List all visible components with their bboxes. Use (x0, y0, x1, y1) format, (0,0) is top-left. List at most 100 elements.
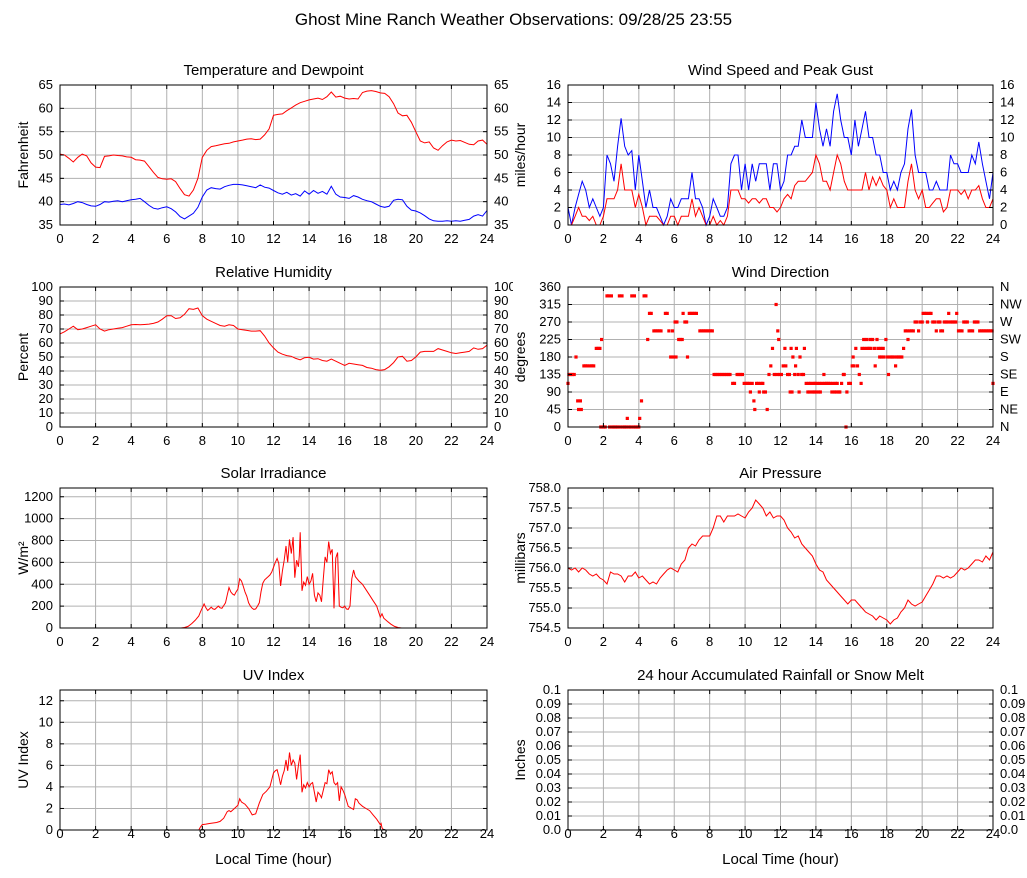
solar-irradiance-plot: 0 2 4 6 8 10 12 14 16 18 20 22 240200400600800100012… (15, 465, 494, 649)
svg-text:60: 60 (39, 100, 53, 115)
svg-text:4: 4 (46, 779, 53, 794)
svg-text:0.05: 0.05 (536, 752, 561, 767)
svg-text:4: 4 (635, 231, 642, 246)
svg-text:0.09: 0.09 (1000, 696, 1025, 711)
svg-text:180: 180 (539, 349, 561, 364)
svg-text:2: 2 (600, 634, 607, 649)
svg-text:6: 6 (671, 634, 678, 649)
svg-text:10: 10 (231, 826, 245, 841)
svg-text:Percent: Percent (15, 333, 31, 381)
svg-text:4: 4 (1000, 182, 1007, 197)
svg-text:0: 0 (46, 822, 53, 837)
svg-text:20: 20 (409, 826, 423, 841)
svg-text:0.06: 0.06 (1000, 738, 1025, 753)
svg-text:Relative Humidity: Relative Humidity (215, 264, 332, 281)
svg-text:12: 12 (1000, 112, 1014, 127)
svg-text:22: 22 (950, 634, 964, 649)
svg-text:N: N (1000, 419, 1009, 434)
svg-text:24 hour Accumulated Rainfall o: 24 hour Accumulated Rainfall or Snow Mel… (637, 667, 925, 684)
svg-text:24: 24 (480, 826, 494, 841)
svg-text:14: 14 (1000, 95, 1014, 110)
svg-text:2: 2 (1000, 200, 1007, 215)
svg-text:UV Index: UV Index (243, 667, 305, 684)
svg-text:24: 24 (480, 634, 494, 649)
svg-text:754.5: 754.5 (528, 620, 561, 635)
svg-text:0.05: 0.05 (1000, 752, 1025, 767)
chart-wind-direction: 0 2 4 6 8 10 12 14 16 18 20 22 24 0 N 45 NE 90 E 135 SE 180 S 2… (513, 257, 1027, 458)
svg-text:18: 18 (880, 231, 894, 246)
svg-text:2: 2 (600, 433, 607, 448)
svg-text:2: 2 (92, 433, 99, 448)
svg-text:755.0: 755.0 (528, 600, 561, 615)
svg-text:Fahrenheit: Fahrenheit (15, 121, 31, 188)
svg-text:90: 90 (494, 293, 508, 308)
svg-text:0.0: 0.0 (1000, 822, 1018, 837)
svg-text:4: 4 (128, 433, 135, 448)
svg-text:90: 90 (39, 293, 53, 308)
svg-text:14: 14 (302, 634, 316, 649)
svg-text:18: 18 (880, 826, 894, 841)
svg-text:12: 12 (266, 433, 280, 448)
svg-text:10: 10 (547, 130, 561, 145)
svg-text:50: 50 (494, 349, 508, 364)
svg-text:18: 18 (373, 826, 387, 841)
svg-text:80: 80 (494, 307, 508, 322)
svg-text:1000: 1000 (24, 511, 53, 526)
svg-text:757.5: 757.5 (528, 500, 561, 515)
svg-text:6: 6 (671, 433, 678, 448)
svg-text:2: 2 (46, 800, 53, 815)
svg-text:14: 14 (809, 433, 823, 448)
svg-text:18: 18 (373, 231, 387, 246)
svg-text:8: 8 (706, 231, 713, 246)
svg-text:16: 16 (1000, 77, 1014, 92)
svg-text:10: 10 (39, 714, 53, 729)
svg-text:14: 14 (809, 826, 823, 841)
svg-text:12: 12 (547, 112, 561, 127)
svg-text:2: 2 (92, 826, 99, 841)
svg-text:70: 70 (494, 321, 508, 336)
svg-text:16: 16 (844, 826, 858, 841)
svg-text:45: 45 (39, 170, 53, 185)
svg-text:6: 6 (554, 165, 561, 180)
svg-text:N: N (1000, 279, 1009, 294)
svg-text:22: 22 (950, 231, 964, 246)
svg-text:45: 45 (494, 170, 508, 185)
svg-text:Wind Direction: Wind Direction (732, 264, 830, 281)
svg-text:6: 6 (46, 757, 53, 772)
svg-text:0: 0 (564, 433, 571, 448)
svg-text:16: 16 (844, 634, 858, 649)
svg-text:4: 4 (128, 826, 135, 841)
svg-text:UV Index: UV Index (15, 731, 31, 789)
chart-uv-index: 0 2 4 6 8 10 12 14 16 18 20 22 24 0 2 4 6 8 10 12 UV Index UV… (0, 660, 513, 878)
svg-text:50: 50 (494, 147, 508, 162)
svg-text:16: 16 (844, 433, 858, 448)
svg-text:1200: 1200 (24, 489, 53, 504)
svg-text:35: 35 (494, 217, 508, 232)
svg-text:miles/hour: miles/hour (513, 122, 528, 187)
svg-text:0.07: 0.07 (536, 724, 561, 739)
svg-text:10: 10 (1000, 130, 1014, 145)
svg-text:6: 6 (671, 231, 678, 246)
svg-text:8: 8 (706, 433, 713, 448)
svg-text:Air Pressure: Air Pressure (739, 465, 822, 482)
svg-text:0.04: 0.04 (536, 766, 561, 781)
svg-text:8: 8 (199, 634, 206, 649)
svg-text:756.0: 756.0 (528, 560, 561, 575)
svg-text:80: 80 (39, 307, 53, 322)
svg-text:2: 2 (92, 634, 99, 649)
svg-text:22: 22 (950, 826, 964, 841)
svg-text:12: 12 (773, 433, 787, 448)
svg-text:6: 6 (1000, 165, 1007, 180)
svg-text:24: 24 (986, 231, 1000, 246)
svg-text:14: 14 (809, 231, 823, 246)
svg-text:60: 60 (494, 100, 508, 115)
svg-text:0: 0 (56, 826, 63, 841)
svg-text:14: 14 (302, 826, 316, 841)
svg-text:360: 360 (539, 279, 561, 294)
svg-text:24: 24 (986, 433, 1000, 448)
chart-wind-speed-gust: 0 2 4 6 8 10 12 14 16 18 20 22 24 0 0 2 2 4 4 6 6 8 8 10 10 12 12 1… (513, 55, 1027, 257)
